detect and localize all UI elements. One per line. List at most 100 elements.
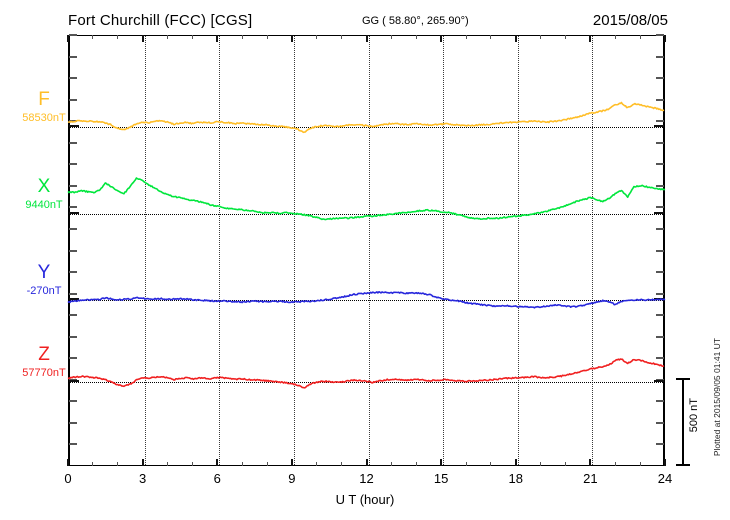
y-axis-tick [69,141,77,144]
x-axis-tick [67,459,69,466]
component-symbol: Y [37,262,51,283]
y-axis-tick [69,163,77,166]
x-axis-tick [415,462,417,466]
grid-line-vertical [293,36,295,465]
y-axis-tick-baseline [69,125,79,127]
x-axis-tick-label: 3 [139,471,147,486]
y-axis-tick [656,184,664,187]
component-label-y: Y -270nT [27,263,62,298]
y-axis-tick [69,314,77,317]
grid-line-vertical [368,36,370,465]
x-axis-tick [316,462,318,466]
y-axis-tick [69,400,77,403]
x-axis-tick [664,459,666,466]
component-label-f: F 58530nT [22,90,65,125]
y-axis-tick-baseline [69,212,79,214]
y-axis-tick [656,249,664,252]
x-axis-tick [614,462,616,466]
y-axis-tick [69,421,77,424]
x-axis-tick [92,35,94,39]
y-axis-tick [69,227,77,230]
grid-line-vertical [219,36,221,465]
x-axis-tick [290,459,293,466]
grid-line-vertical [443,36,445,465]
component-symbol: Z [38,344,50,365]
x-axis-tick [191,462,193,466]
x-axis-tick-label: 9 [288,471,296,486]
y-axis-tick [69,77,77,80]
x-axis-tick-label: 12 [359,471,374,486]
x-axis-title: U T (hour) [0,492,730,507]
x-axis-tick [365,35,368,42]
x-axis-tick [440,459,443,466]
y-axis-tick [656,335,664,338]
component-label-z: Z 57770nT [22,345,65,380]
x-axis-tick [167,35,168,39]
x-axis-tick [216,35,219,42]
baseline-f [70,127,663,128]
x-axis-tick [117,462,119,466]
y-axis-tick [69,98,77,101]
x-axis-tick [440,35,443,42]
x-axis-tick [266,462,268,466]
y-axis-tick [69,443,77,446]
x-axis-tick [117,35,119,39]
y-axis-tick [656,443,664,446]
baseline-z [70,382,663,383]
x-axis-tick [390,462,392,466]
x-axis-tick-label: 24 [657,471,673,486]
scale-bar-cap-bottom [676,464,690,466]
x-axis-tick [67,35,69,42]
y-axis-tick [656,314,664,317]
x-axis-tick [614,35,616,39]
scale-bar-line [682,378,684,466]
y-axis-tick [656,34,664,36]
y-axis-tick [656,120,664,123]
y-axis-tick-baseline [69,298,79,300]
y-axis-tick [656,163,664,166]
component-symbol: X [37,176,51,197]
x-axis-tick [141,459,144,466]
x-axis-tick [241,462,243,466]
x-axis-tick [540,462,542,466]
x-axis-tick [341,35,343,39]
y-axis-tick [69,249,77,252]
component-baseline-value: 58530nT [22,112,66,124]
x-axis-tick [540,35,542,39]
y-axis-tick-baseline [69,380,79,382]
x-axis-tick-label: 6 [213,471,221,486]
x-axis-tick [167,462,168,466]
x-axis-tick-label: 21 [583,471,598,486]
x-axis-tick [341,462,343,466]
y-axis-tick-baseline [654,380,664,382]
component-baseline-value: 57770nT [22,367,66,379]
y-axis-tick [656,400,664,403]
x-axis-tick [465,35,467,39]
y-axis-tick [656,77,664,80]
component-symbol: F [38,89,50,110]
x-axis-tick [465,462,467,466]
x-axis-tick [365,459,368,466]
y-axis-tick-baseline [654,212,664,214]
x-axis-tick [589,459,592,466]
x-axis-tick [390,35,392,39]
x-axis-tick [191,35,193,39]
y-axis-tick [656,357,664,360]
geographic-coordinates: GG ( 58.80°, 265.90°) [362,15,469,27]
x-axis-tick [141,35,144,42]
x-axis-tick-label: 15 [433,471,449,486]
x-axis-tick [92,462,94,466]
x-axis-tick [589,35,592,42]
x-axis-tick [639,35,641,39]
grid-line-vertical [517,36,519,465]
y-axis-tick [656,378,664,381]
y-axis-tick [69,34,77,36]
page-title: Fort Churchill (FCC) [CGS] [68,12,253,29]
y-axis-tick [69,292,77,295]
grid-line-vertical [592,36,594,465]
y-axis-tick [656,141,664,144]
